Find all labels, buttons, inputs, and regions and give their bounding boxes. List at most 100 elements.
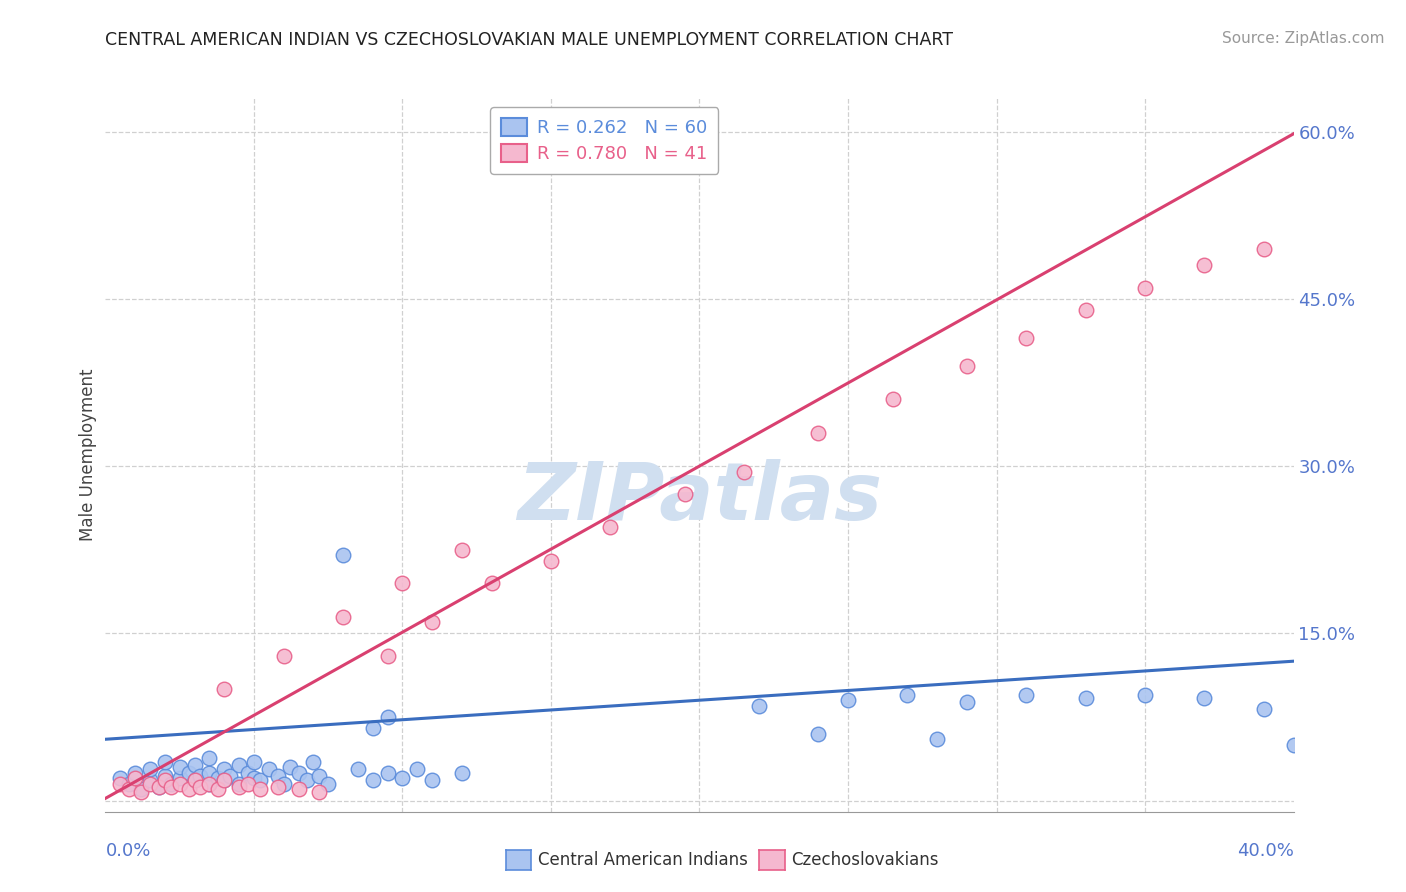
Text: ZIPatlas: ZIPatlas [517,458,882,537]
Point [214,681,236,696]
Point [214,762,236,776]
Point [1074,303,1097,318]
Point [198,777,221,791]
Point [377,765,399,780]
Point [159,777,181,791]
Point [249,782,271,797]
Point [243,755,266,769]
Point [214,773,236,788]
Point [361,773,384,788]
Point [110,771,132,786]
Point [228,757,250,772]
Point [450,765,472,780]
Y-axis label: Male Unemployment: Male Unemployment [79,368,97,541]
Point [420,615,443,630]
Point [287,765,309,780]
Point [1074,690,1097,705]
Point [927,732,949,747]
Point [287,782,309,797]
Point [139,777,162,791]
Point [308,769,330,783]
Point [377,648,399,663]
Point [1015,331,1038,345]
Point [896,688,918,702]
Point [361,721,384,735]
Point [169,777,191,791]
Point [153,769,176,783]
Point [129,785,152,799]
Point [807,726,830,740]
Point [278,760,301,774]
Point [1015,688,1038,702]
Point [599,520,621,534]
Point [118,782,141,797]
Point [267,780,290,794]
Point [207,771,229,786]
Point [332,609,354,624]
Point [214,773,236,788]
Point [1253,702,1275,716]
Point [1194,690,1216,705]
Point [257,762,280,776]
Point [228,780,250,794]
Point [450,542,472,557]
Point [139,762,162,776]
Point [169,771,191,786]
Text: Czechoslovakians: Czechoslovakians [792,851,939,869]
Point [198,751,221,765]
Point [124,765,146,780]
Point [169,760,191,774]
Point [316,777,339,791]
Point [1133,281,1156,295]
Point [673,487,696,501]
Point [302,755,325,769]
Point [177,782,200,797]
Point [540,554,562,568]
Point [228,777,250,791]
Point [347,762,370,776]
Point [1133,688,1156,702]
Point [243,771,266,786]
Point [207,782,229,797]
Point [267,769,290,783]
Point [420,773,443,788]
Point [148,780,170,794]
Point [1282,738,1305,752]
Text: CENTRAL AMERICAN INDIAN VS CZECHOSLOVAKIAN MALE UNEMPLOYMENT CORRELATION CHART: CENTRAL AMERICAN INDIAN VS CZECHOSLOVAKI… [105,31,953,49]
Point [273,777,295,791]
Point [308,785,330,799]
Point [297,773,319,788]
Point [118,777,141,791]
Point [377,710,399,724]
Point [198,777,221,791]
Point [236,765,259,780]
Text: Source: ZipAtlas.com: Source: ZipAtlas.com [1222,31,1385,46]
Point [153,755,176,769]
Point [249,773,271,788]
Point [236,777,259,791]
Point [956,359,979,373]
Point [481,576,503,591]
Point [807,425,830,440]
Point [748,698,770,713]
Point [183,773,205,788]
Point [273,648,295,663]
Point [391,771,413,786]
Point [837,693,859,707]
Point [219,769,242,783]
Point [1194,259,1216,273]
Point [129,782,152,797]
Point [183,757,205,772]
Point [110,777,132,791]
Point [183,773,205,788]
Point [148,780,170,794]
Point [882,392,904,407]
Point [190,780,212,794]
Text: 40.0%: 40.0% [1237,842,1294,860]
Point [159,780,181,794]
Legend: R = 0.262   N = 60, R = 0.780   N = 41: R = 0.262 N = 60, R = 0.780 N = 41 [491,107,718,174]
Point [332,548,354,563]
Point [391,576,413,591]
Point [956,696,979,710]
Point [153,773,176,788]
